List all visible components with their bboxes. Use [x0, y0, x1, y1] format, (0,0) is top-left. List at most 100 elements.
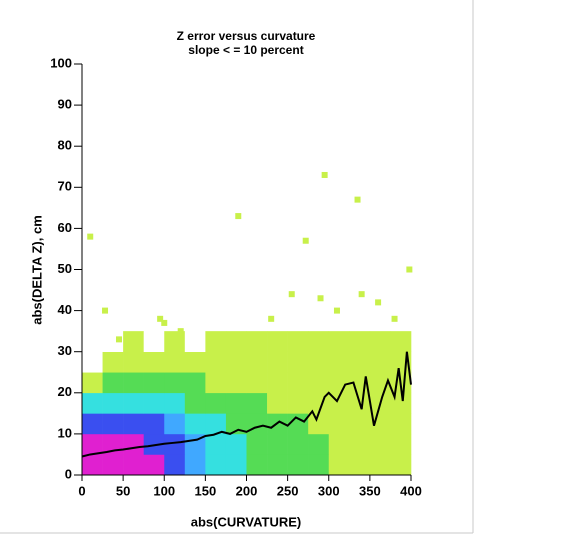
density-cell [328, 351, 350, 373]
density-cell [328, 331, 350, 352]
density-cell [246, 392, 268, 414]
density-cell [267, 351, 288, 373]
density-cell [205, 392, 227, 414]
density-cell [225, 351, 247, 373]
density-cell [287, 454, 309, 476]
x-tick-label: 250 [277, 483, 299, 498]
density-cell [184, 392, 206, 414]
density-cell [246, 372, 268, 394]
density-cell [225, 433, 247, 455]
density-cell [328, 372, 350, 394]
density-cell [225, 392, 247, 414]
x-tick-label: 200 [236, 483, 258, 498]
density-cell [205, 372, 227, 394]
density-cell [225, 413, 247, 435]
density-cell [205, 454, 227, 476]
point [102, 307, 109, 314]
y-tick-label: 70 [58, 179, 72, 194]
point [87, 233, 94, 240]
density-cell [184, 413, 206, 435]
density-cell [123, 454, 144, 476]
density-cell [164, 433, 186, 455]
density-cell [102, 454, 124, 476]
point [177, 328, 184, 335]
density-cell [349, 413, 371, 435]
plot-area: 0 10 20 30 40 50 60 70 80 90 100 0 50 100 150 200 250 300… [50, 55, 422, 498]
x-tick-label: 300 [318, 483, 340, 498]
y-tick-label: 50 [58, 261, 72, 276]
density-cell [246, 351, 268, 373]
x-tick-label: 350 [359, 483, 381, 498]
density-cell [82, 331, 103, 352]
density-cell [205, 351, 227, 373]
density-cell [143, 392, 165, 414]
density-cell [143, 413, 165, 435]
density-cell [349, 454, 371, 476]
density-cell [390, 433, 412, 455]
y-tick-label: 40 [58, 302, 72, 317]
density-cell [143, 454, 165, 476]
density-cell [308, 454, 330, 476]
point [161, 319, 168, 326]
density-cell [184, 372, 206, 394]
point [288, 291, 295, 298]
density-cell [308, 433, 330, 455]
density-cell [369, 331, 391, 352]
density-cell [369, 433, 391, 455]
density-cell [267, 372, 288, 394]
density-cell [102, 413, 124, 435]
density-cell [349, 331, 371, 352]
density-cell [164, 454, 186, 476]
density-cell [328, 433, 350, 455]
density-cell [184, 454, 206, 476]
density-cell [164, 392, 186, 414]
density-cell [390, 331, 412, 352]
point [354, 196, 361, 203]
y-tick-label: 100 [50, 55, 72, 70]
density-cell [390, 454, 412, 476]
y-tick-label: 0 [65, 466, 72, 481]
density-cell [328, 413, 350, 435]
density-cell [143, 331, 165, 352]
point [210, 340, 217, 347]
density-cell [267, 331, 288, 352]
density-cell [82, 392, 103, 414]
point [235, 213, 242, 220]
density-cell [164, 413, 186, 435]
density-cell [82, 351, 103, 373]
density-cell [369, 454, 391, 476]
density-cell [287, 413, 309, 435]
density-cell [287, 372, 309, 394]
density-cell [308, 413, 330, 435]
density-cell [349, 351, 371, 373]
density-cell [143, 372, 165, 394]
y-tick-label: 30 [58, 343, 72, 358]
density-cell [267, 454, 288, 476]
density-cell [123, 331, 144, 352]
chart-subtitle: slope < = 10 percent [188, 43, 303, 57]
density-cell [246, 433, 268, 455]
x-tick-label: 0 [78, 483, 85, 498]
density-cell [82, 372, 103, 394]
density-cell [225, 372, 247, 394]
density-cell [390, 392, 412, 414]
point [268, 315, 275, 322]
density-cell [82, 413, 103, 435]
y-tick-label: 20 [58, 384, 72, 399]
density-cell [267, 433, 288, 455]
point [333, 307, 340, 314]
density-cell [369, 351, 391, 373]
density-cell [267, 392, 288, 414]
point [321, 171, 328, 178]
density-cell [287, 392, 309, 414]
x-tick-label: 400 [400, 483, 422, 498]
median-line [81, 351, 412, 458]
density-cell [164, 351, 186, 373]
density-cell [308, 372, 330, 394]
point [406, 266, 413, 273]
y-axis-label: abs(DELTA Z), cm [29, 215, 44, 325]
density-cell [123, 351, 144, 373]
y-tick-label: 80 [58, 138, 72, 153]
density-cell [184, 331, 206, 352]
point [317, 295, 324, 302]
